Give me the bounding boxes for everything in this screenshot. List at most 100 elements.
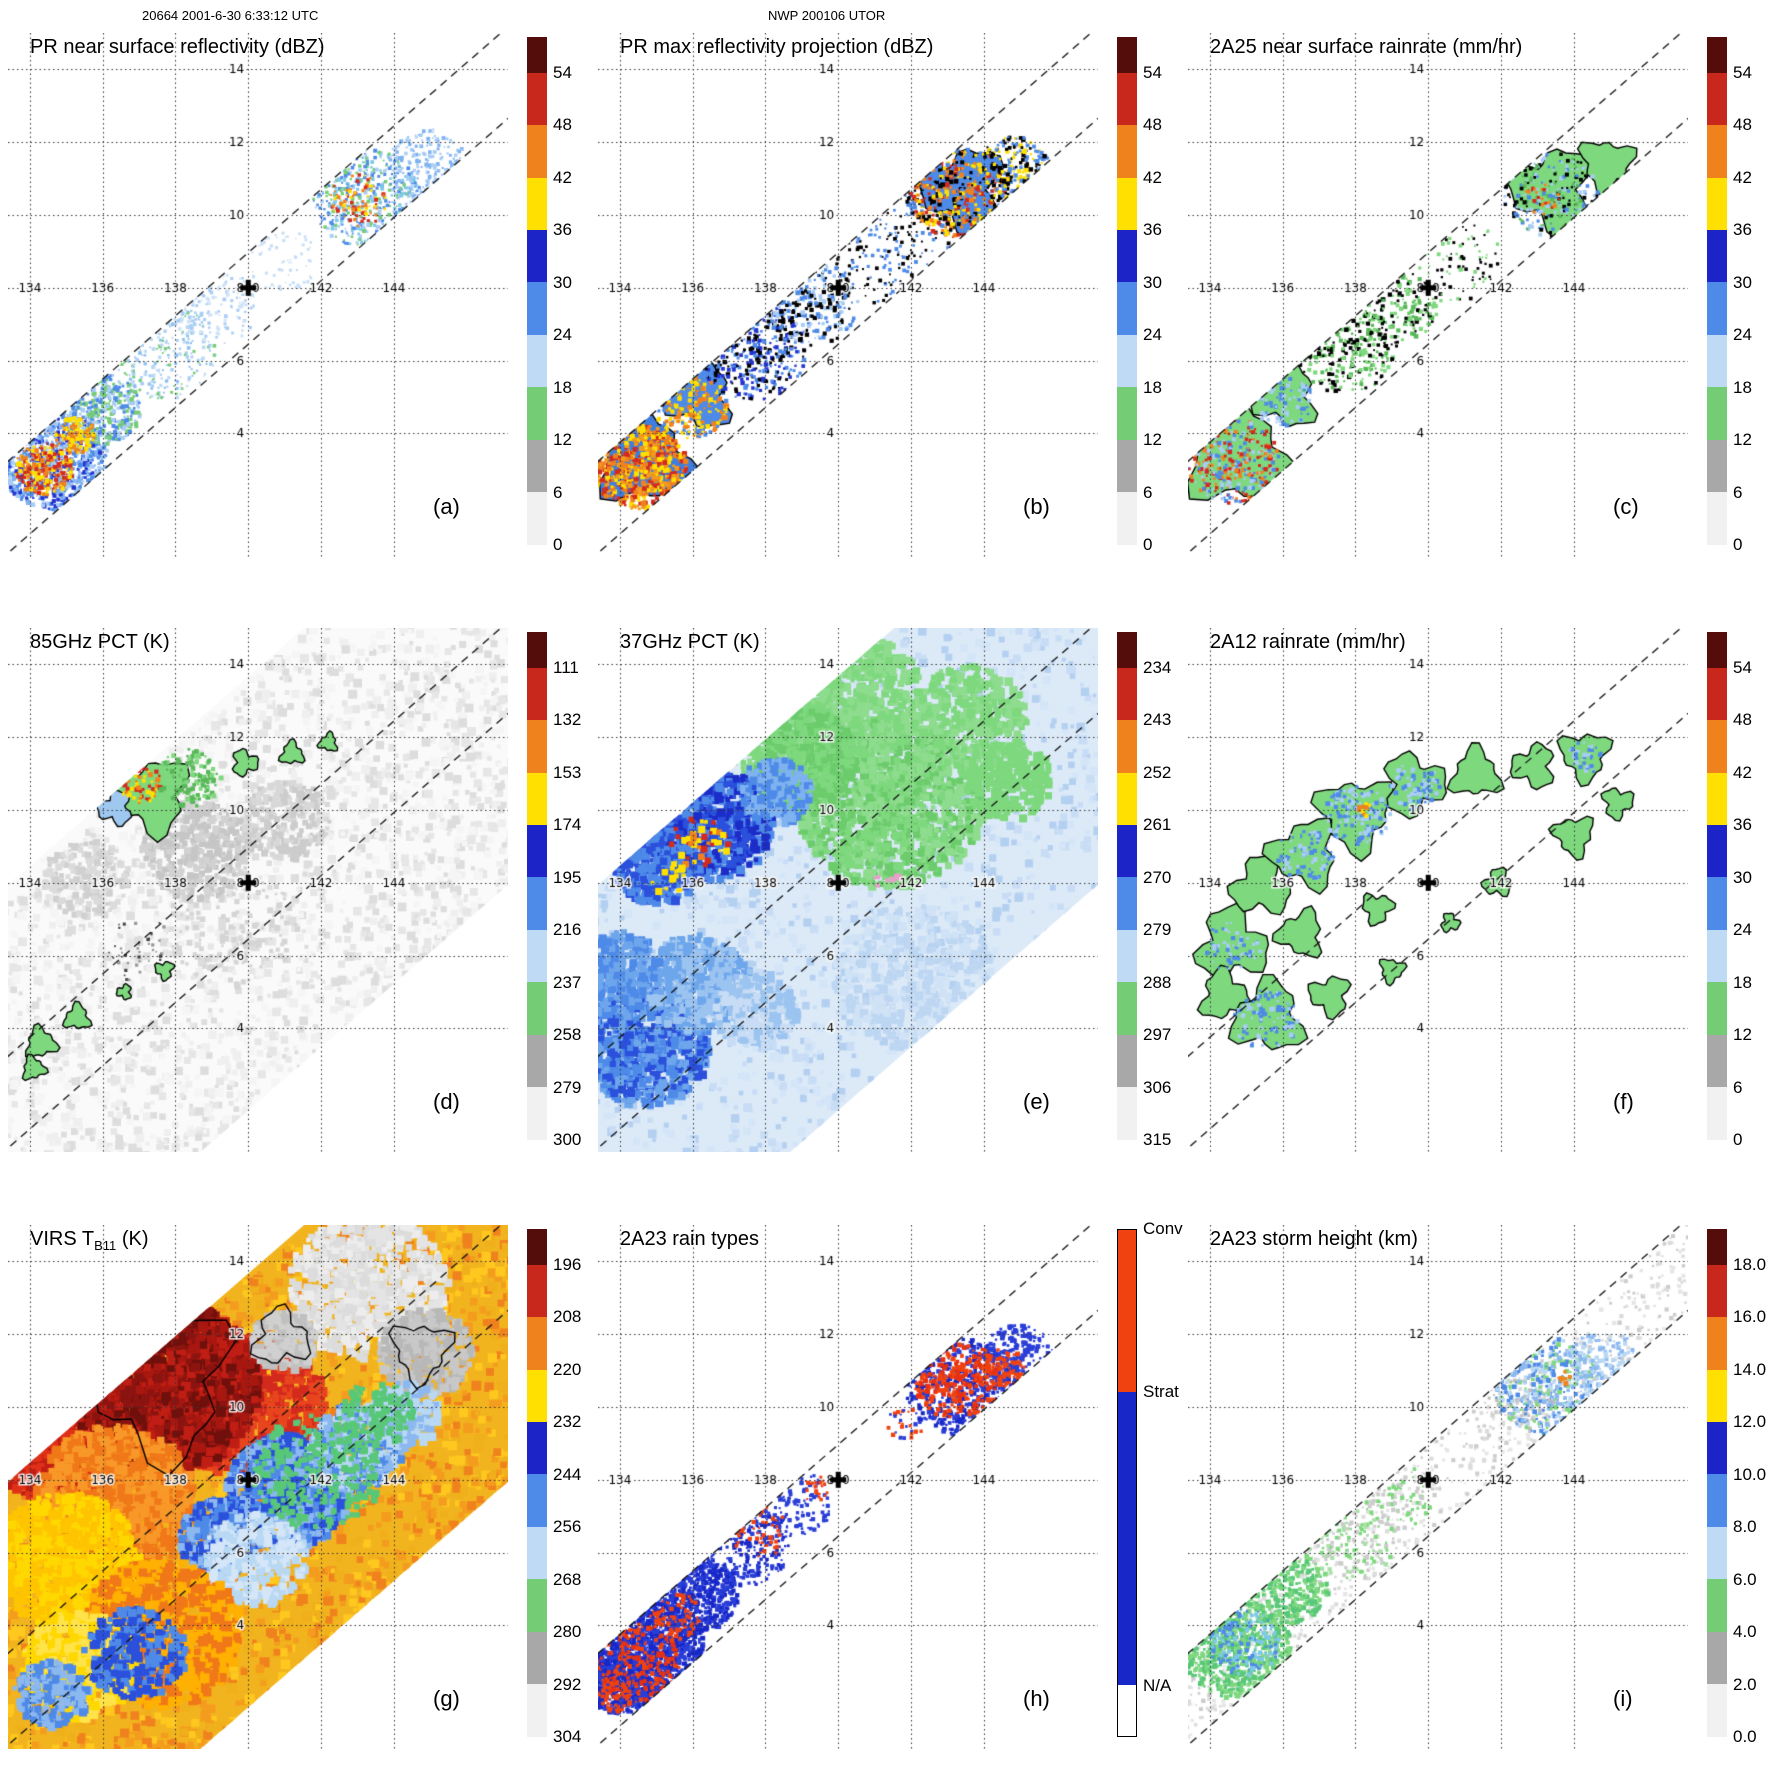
colorbar-tick-label: 36 xyxy=(1143,220,1162,240)
colorbar-segment xyxy=(1117,1087,1137,1140)
colorbar-segment xyxy=(1707,1422,1727,1475)
colorbar-segment xyxy=(1707,1264,1727,1318)
colorbar-segment xyxy=(1707,772,1727,825)
colorbar-segment xyxy=(527,230,547,283)
colorbar-tick-label: 18 xyxy=(553,377,572,397)
colorbar-segment xyxy=(527,1631,547,1685)
colorbar-segment xyxy=(1117,1034,1137,1088)
colorbar-segment xyxy=(1707,1369,1727,1422)
colorbar-tick-label: 315 xyxy=(1143,1130,1172,1149)
colorbar-segment xyxy=(527,982,547,1035)
panel-title-f: 2A12 rainrate (mm/hr) xyxy=(1210,631,1406,656)
colorbar-tick-label: 54 xyxy=(1733,657,1752,677)
colorbar-d xyxy=(527,632,547,1140)
colorbar-segment xyxy=(527,282,547,335)
colorbar-segment xyxy=(527,667,547,721)
colorbar-tick-label: 0 xyxy=(553,535,563,554)
panel-title-text: PR max reflectivity projection (dBZ) xyxy=(620,36,934,58)
colorbar-segment xyxy=(527,825,547,878)
colorbar-segment xyxy=(1707,282,1727,335)
panel-title-b: PR max reflectivity projection (dBZ) xyxy=(620,36,933,61)
colorbar-tick-label: 6 xyxy=(553,482,563,502)
colorbar-segment xyxy=(1118,1391,1136,1686)
colorbar-segment xyxy=(1707,334,1727,388)
panel-title-i: 2A23 storm height (km) xyxy=(1210,1228,1418,1253)
colorbar-segment xyxy=(1707,1526,1727,1580)
colorbar-segment xyxy=(527,1579,547,1632)
colorbar-tick-label: 297 xyxy=(1143,1025,1172,1044)
colorbar-tick-label: 48 xyxy=(1733,115,1752,135)
panel-title-text: 85GHz PCT (K) xyxy=(30,631,170,653)
colorbar-tick-label: 24 xyxy=(553,325,572,345)
colorbar-tick-label: 6 xyxy=(1733,482,1743,502)
colorbar-segment xyxy=(1707,1579,1727,1632)
colorbar-segment xyxy=(1117,334,1137,388)
colorbar-segment xyxy=(1707,982,1727,1035)
colorbar-tick-label: 18 xyxy=(1733,972,1752,992)
colorbar-segment xyxy=(527,632,547,668)
panel-title-a: PR near surface reflectivity (dBZ) xyxy=(30,36,325,61)
panel-title-d: 85GHz PCT (K) xyxy=(30,631,170,656)
colorbar-segment xyxy=(1118,1230,1136,1392)
colorbar-tick-label: 252 xyxy=(1143,762,1172,782)
colorbar-segment xyxy=(1707,177,1727,230)
colorbar-tick-label: 237 xyxy=(553,972,582,992)
colorbar-segment xyxy=(1707,825,1727,878)
panel-title-tail: (K) xyxy=(116,1228,149,1250)
panel-letter-a: (a) xyxy=(433,494,460,519)
colorbar-tick-label: 196 xyxy=(553,1254,582,1274)
colorbar-segment xyxy=(527,177,547,230)
colorbar-i xyxy=(1707,1229,1727,1737)
colorbar-tick-label: 54 xyxy=(553,62,572,82)
colorbar-segment xyxy=(1707,877,1727,930)
colorbar-a xyxy=(527,37,547,545)
map-canvas-c xyxy=(1188,33,1688,557)
colorbar-segment xyxy=(1117,177,1137,230)
colorbar-tick-label: 36 xyxy=(1733,815,1752,835)
colorbar-tick-label: 54 xyxy=(1733,62,1752,82)
panel-title-g: VIRS TB11 (K) xyxy=(30,1228,148,1253)
colorbar-tick-label: 12.0 xyxy=(1733,1412,1767,1432)
panel-title-text: PR near surface reflectivity (dBZ) xyxy=(30,36,325,58)
colorbar-segment xyxy=(1117,825,1137,878)
colorbar-h xyxy=(1117,1229,1137,1737)
colorbar-tick-label: 30 xyxy=(1733,867,1752,887)
colorbar-segment xyxy=(1707,1631,1727,1685)
panel-title-text: 2A23 rain types xyxy=(620,1228,759,1250)
colorbar-tick-label: 208 xyxy=(553,1307,582,1327)
colorbar-segment xyxy=(527,1474,547,1527)
colorbar-tick-label: 48 xyxy=(1733,710,1752,730)
colorbar-segment xyxy=(1707,1229,1727,1265)
colorbar-tick-label: 280 xyxy=(553,1622,582,1641)
colorbar-segment xyxy=(1707,1317,1727,1370)
colorbar-tick-label: 0.0 xyxy=(1733,1727,1757,1746)
colorbar-tick-label: 220 xyxy=(553,1359,582,1379)
colorbar-segment xyxy=(1707,387,1727,440)
colorbar-tick-label: 6 xyxy=(1733,1077,1743,1097)
colorbar-segment xyxy=(527,439,547,493)
colorbar-segment xyxy=(527,125,547,178)
colorbar-tick-label: 12 xyxy=(1733,1025,1752,1044)
colorbar-segment xyxy=(1707,1684,1727,1737)
colorbar-tick-label: 0 xyxy=(1733,535,1743,554)
panel-letter-g: (g) xyxy=(433,1686,460,1711)
colorbar-segment xyxy=(1117,982,1137,1035)
colorbar-segment xyxy=(1117,492,1137,545)
colorbar-segment xyxy=(527,492,547,545)
panel-title-text: 37GHz PCT (K) xyxy=(620,631,760,653)
panel-letter-c: (c) xyxy=(1613,494,1639,519)
colorbar-segment xyxy=(1707,1474,1727,1527)
colorbar-segment xyxy=(1117,37,1137,73)
colorbar-tick-label: 48 xyxy=(1143,115,1162,135)
colorbar-segment xyxy=(527,1087,547,1140)
colorbar-tick-label: 153 xyxy=(553,762,582,782)
colorbar-tick-label: 12 xyxy=(1143,430,1162,449)
colorbar-tick-label: 0 xyxy=(1143,535,1153,554)
map-canvas-d xyxy=(8,628,508,1152)
colorbar-tick-label: Strat xyxy=(1143,1381,1179,1401)
colorbar-segment xyxy=(1117,929,1137,983)
panel-title-text: 2A23 storm height (km) xyxy=(1210,1228,1418,1250)
colorbar-segment xyxy=(527,929,547,983)
colorbar-segment xyxy=(527,1034,547,1088)
